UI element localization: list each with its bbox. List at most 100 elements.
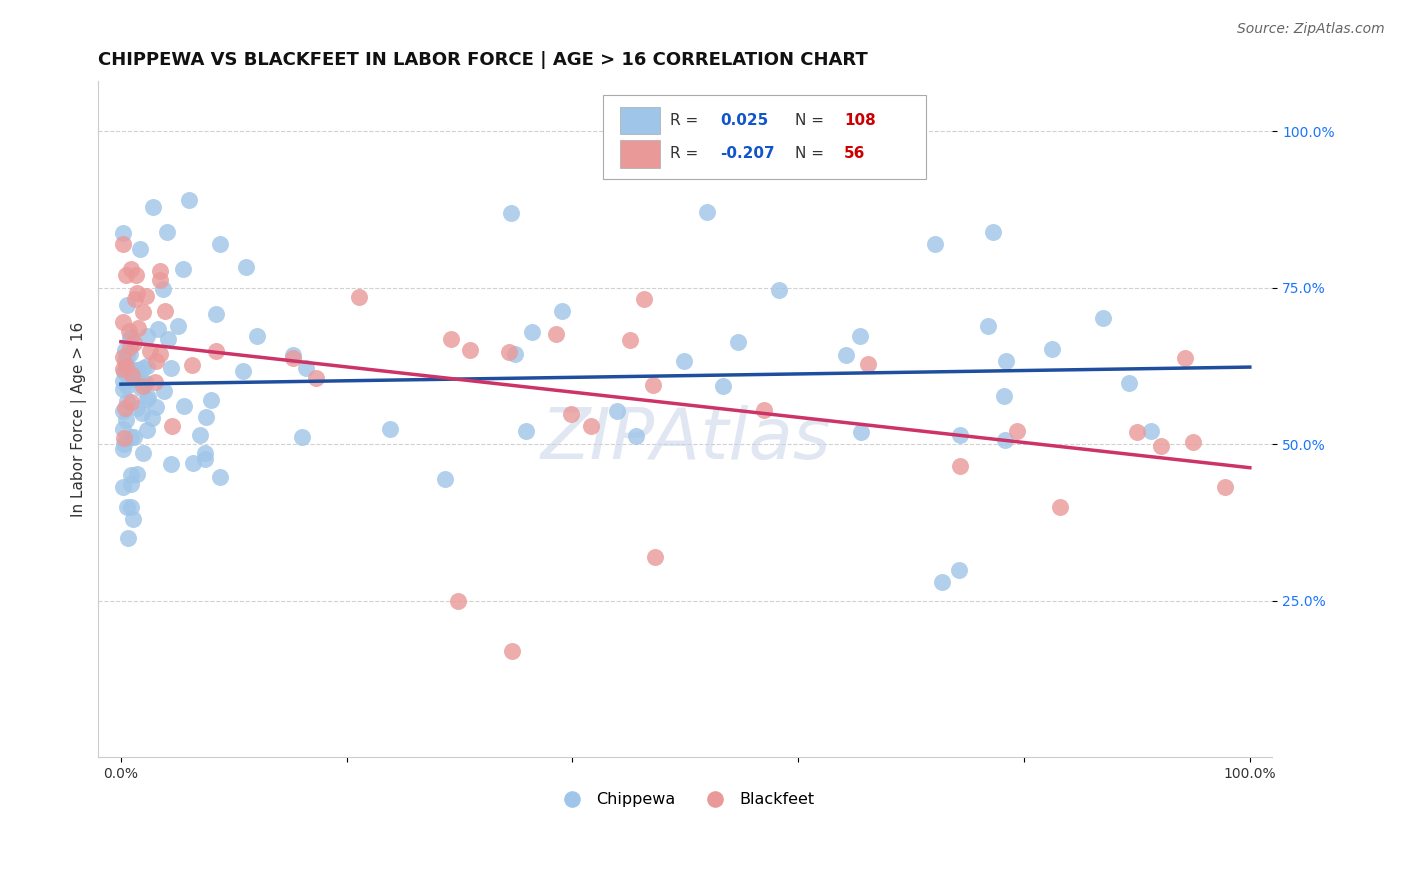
Point bbox=[727, 335, 749, 350]
Point bbox=[114, 268, 136, 283]
Point bbox=[205, 307, 228, 321]
Text: 0.025: 0.025 bbox=[721, 113, 769, 128]
Point bbox=[173, 400, 195, 414]
Point bbox=[194, 446, 217, 460]
Point bbox=[124, 292, 146, 306]
Point bbox=[153, 303, 176, 318]
Point bbox=[132, 378, 155, 392]
Text: R =: R = bbox=[671, 146, 703, 161]
Point bbox=[194, 410, 217, 425]
Point bbox=[145, 375, 167, 389]
Text: -0.207: -0.207 bbox=[721, 146, 775, 161]
Point bbox=[156, 225, 179, 239]
Point bbox=[208, 470, 231, 484]
Point bbox=[948, 562, 970, 576]
Point bbox=[579, 419, 602, 434]
Point bbox=[546, 326, 568, 341]
Point bbox=[235, 260, 257, 274]
Point bbox=[1118, 376, 1140, 391]
Point bbox=[194, 452, 217, 467]
Point bbox=[112, 315, 135, 329]
Point bbox=[172, 262, 194, 277]
Point bbox=[115, 298, 138, 312]
Point bbox=[142, 200, 165, 214]
Point bbox=[114, 413, 136, 427]
Point bbox=[112, 436, 135, 450]
FancyBboxPatch shape bbox=[620, 107, 659, 135]
Point bbox=[121, 368, 143, 382]
Point bbox=[112, 382, 135, 396]
Text: CHIPPEWA VS BLACKFEET IN LABOR FORCE | AGE > 16 CORRELATION CHART: CHIPPEWA VS BLACKFEET IN LABOR FORCE | A… bbox=[98, 51, 868, 69]
Point bbox=[159, 457, 181, 471]
Point bbox=[120, 430, 142, 444]
Text: 56: 56 bbox=[844, 146, 865, 161]
Point bbox=[135, 424, 157, 438]
Point bbox=[246, 329, 269, 343]
Point bbox=[924, 237, 946, 252]
Point bbox=[112, 374, 135, 388]
Point bbox=[122, 512, 145, 526]
Point bbox=[619, 333, 641, 347]
Point bbox=[498, 344, 520, 359]
Point bbox=[114, 343, 136, 357]
Point bbox=[160, 419, 183, 434]
Point bbox=[205, 344, 228, 359]
Point bbox=[200, 392, 222, 407]
Point bbox=[641, 378, 664, 392]
Point bbox=[114, 364, 136, 378]
Point bbox=[560, 407, 582, 421]
Point bbox=[281, 351, 304, 365]
Text: R =: R = bbox=[671, 113, 703, 128]
Point bbox=[208, 237, 231, 252]
Point bbox=[115, 360, 138, 375]
Point bbox=[522, 325, 544, 339]
Point bbox=[120, 262, 142, 277]
Point bbox=[380, 422, 402, 436]
Point bbox=[145, 354, 167, 368]
Point bbox=[153, 384, 176, 398]
Point bbox=[131, 376, 153, 390]
Point bbox=[120, 340, 142, 354]
Point bbox=[131, 406, 153, 420]
Point bbox=[135, 288, 157, 302]
Point bbox=[114, 401, 136, 416]
Point bbox=[294, 360, 316, 375]
Point bbox=[114, 347, 136, 361]
Point bbox=[433, 472, 456, 486]
Point bbox=[976, 318, 998, 333]
Point bbox=[1092, 311, 1115, 326]
Point bbox=[931, 575, 953, 590]
Point bbox=[1007, 424, 1029, 438]
Point bbox=[1049, 500, 1071, 514]
Point bbox=[1174, 351, 1197, 365]
Point bbox=[447, 594, 470, 608]
Point bbox=[149, 264, 172, 278]
Point bbox=[121, 476, 143, 491]
Point bbox=[849, 329, 872, 343]
Point bbox=[115, 500, 138, 514]
Point bbox=[858, 357, 880, 371]
Point bbox=[177, 194, 200, 208]
Point bbox=[752, 403, 775, 417]
Point bbox=[501, 644, 523, 658]
Point bbox=[114, 354, 136, 368]
Point bbox=[994, 354, 1017, 368]
Point bbox=[849, 425, 872, 439]
Point bbox=[711, 379, 734, 393]
Point bbox=[122, 430, 145, 444]
Point bbox=[515, 424, 537, 438]
Point bbox=[166, 318, 188, 333]
Text: N =: N = bbox=[794, 113, 828, 128]
Point bbox=[1126, 425, 1149, 439]
Point bbox=[120, 468, 142, 483]
Point bbox=[135, 328, 157, 343]
Point bbox=[117, 531, 139, 545]
Point bbox=[232, 364, 254, 378]
Point bbox=[949, 458, 972, 473]
Point bbox=[127, 467, 149, 482]
Point bbox=[129, 243, 152, 257]
Point bbox=[127, 363, 149, 377]
Point bbox=[835, 348, 858, 362]
Point bbox=[499, 206, 522, 220]
Point bbox=[112, 442, 135, 456]
